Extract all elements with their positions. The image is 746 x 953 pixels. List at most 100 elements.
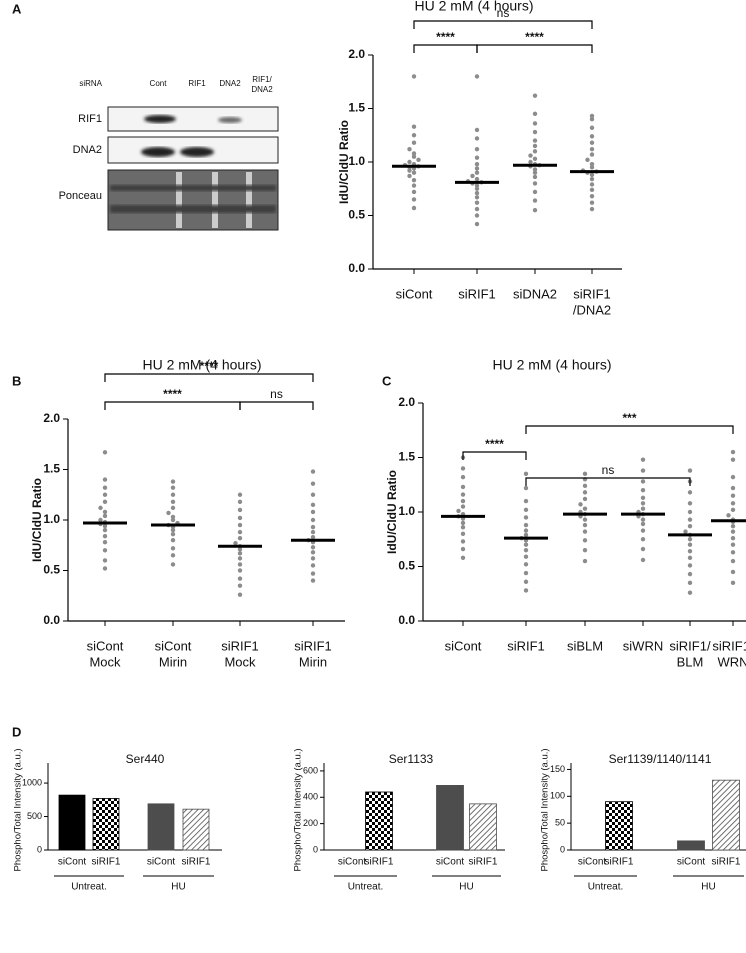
x-tick-label: BLM: [677, 654, 704, 669]
x-tick-label: WRN: [717, 654, 746, 669]
chart-title: HU 2 mM (4 hours): [414, 0, 533, 14]
data-point: [470, 173, 475, 179]
data-point: [523, 542, 529, 547]
data-point: [730, 474, 736, 480]
data-point: [523, 528, 529, 533]
group-label: Untreat.: [588, 882, 624, 893]
data-point: [582, 558, 588, 564]
data-point: [170, 479, 176, 484]
chart-title: Ser440: [126, 752, 165, 766]
data-point: [170, 562, 176, 567]
data-point: [102, 509, 108, 515]
data-point: [170, 499, 176, 505]
data-point: [237, 499, 243, 505]
data-point: [589, 206, 595, 212]
data-point: [523, 515, 529, 520]
y-tick-label: 0.0: [43, 613, 60, 627]
x-tick-label: siRIF1/: [669, 638, 711, 653]
data-point: [589, 140, 595, 145]
data-point: [578, 502, 583, 507]
data-point: [170, 492, 176, 497]
data-point: [407, 146, 412, 152]
band: [218, 117, 242, 123]
y-axis-label: Phospho/Total Intensity (a.u.): [293, 748, 304, 871]
data-point: [411, 197, 417, 202]
bar: [92, 798, 120, 851]
data-point: [474, 190, 480, 196]
data-point: [640, 537, 646, 542]
y-tick-label: 2.0: [43, 411, 60, 425]
x-tick-label: siCont: [396, 286, 433, 301]
data-point: [730, 493, 736, 498]
data-point: [237, 492, 243, 497]
x-tick-label: Mirin: [299, 654, 327, 669]
x-tick-label: siRIF1: [182, 857, 211, 868]
y-tick-label: 0.0: [398, 613, 415, 627]
x-tick-label: siRIF1: [605, 857, 634, 868]
data-point: [474, 146, 480, 152]
data-point: [170, 546, 176, 551]
data-point: [460, 492, 466, 497]
data-point: [474, 170, 480, 175]
data-point: [310, 556, 316, 561]
data-point: [640, 546, 646, 552]
lane-label: RIF1/: [252, 75, 272, 84]
significance-label: ns: [497, 6, 510, 20]
data-point: [310, 563, 316, 568]
data-point: [102, 540, 108, 545]
data-point: [237, 507, 243, 513]
band: [110, 205, 276, 213]
data-point: [474, 200, 480, 205]
y-tick-label: 1.5: [43, 462, 60, 476]
data-point: [532, 93, 538, 98]
bar: [58, 794, 86, 851]
data-point: [585, 157, 590, 163]
x-tick-label: siCont: [578, 857, 607, 868]
y-tick-label: 0: [560, 844, 565, 854]
data-point: [640, 488, 646, 493]
significance-bracket: [413, 44, 478, 53]
data-point: [582, 517, 588, 522]
data-point: [589, 200, 595, 205]
data-point: [237, 562, 243, 567]
data-point: [532, 156, 538, 161]
data-point: [460, 539, 466, 544]
data-point: [532, 181, 538, 186]
data-point: [474, 127, 480, 133]
data-point: [687, 517, 693, 522]
data-point: [310, 529, 316, 535]
data-point: [640, 457, 646, 462]
significance-bracket: [525, 425, 734, 434]
chart-title: Ser1133: [389, 752, 434, 766]
y-tick-label: 600: [303, 765, 318, 775]
data-point: [411, 74, 417, 79]
x-tick-label: siCont: [436, 857, 465, 868]
data-point: [411, 183, 417, 188]
data-point: [687, 590, 693, 595]
y-tick-label: 1.5: [348, 101, 365, 115]
y-axis-label: IdU/CldU Ratio: [337, 120, 351, 204]
data-point: [416, 157, 421, 163]
lane-gap: [246, 172, 252, 228]
data-point: [523, 562, 529, 567]
x-tick-label: Mirin: [159, 654, 187, 669]
significance-label: ****: [200, 359, 219, 373]
x-tick-label: siCont: [58, 857, 87, 868]
band: [110, 185, 276, 191]
group-label: Untreat.: [71, 882, 107, 893]
x-tick-label: siRIF1/: [712, 638, 746, 653]
data-point: [589, 165, 595, 170]
y-tick-label: 400: [303, 792, 318, 802]
data-point: [411, 140, 417, 145]
data-point: [730, 569, 736, 575]
data-point: [474, 176, 480, 182]
data-point: [170, 553, 176, 558]
y-tick-label: 0: [37, 844, 42, 854]
data-point: [310, 550, 316, 555]
data-point: [730, 507, 736, 513]
y-axis-label: Phospho/Total Intensity (a.u.): [13, 748, 24, 871]
data-point: [589, 161, 595, 167]
data-point: [102, 533, 108, 539]
data-point: [640, 528, 646, 533]
band: [141, 147, 175, 157]
